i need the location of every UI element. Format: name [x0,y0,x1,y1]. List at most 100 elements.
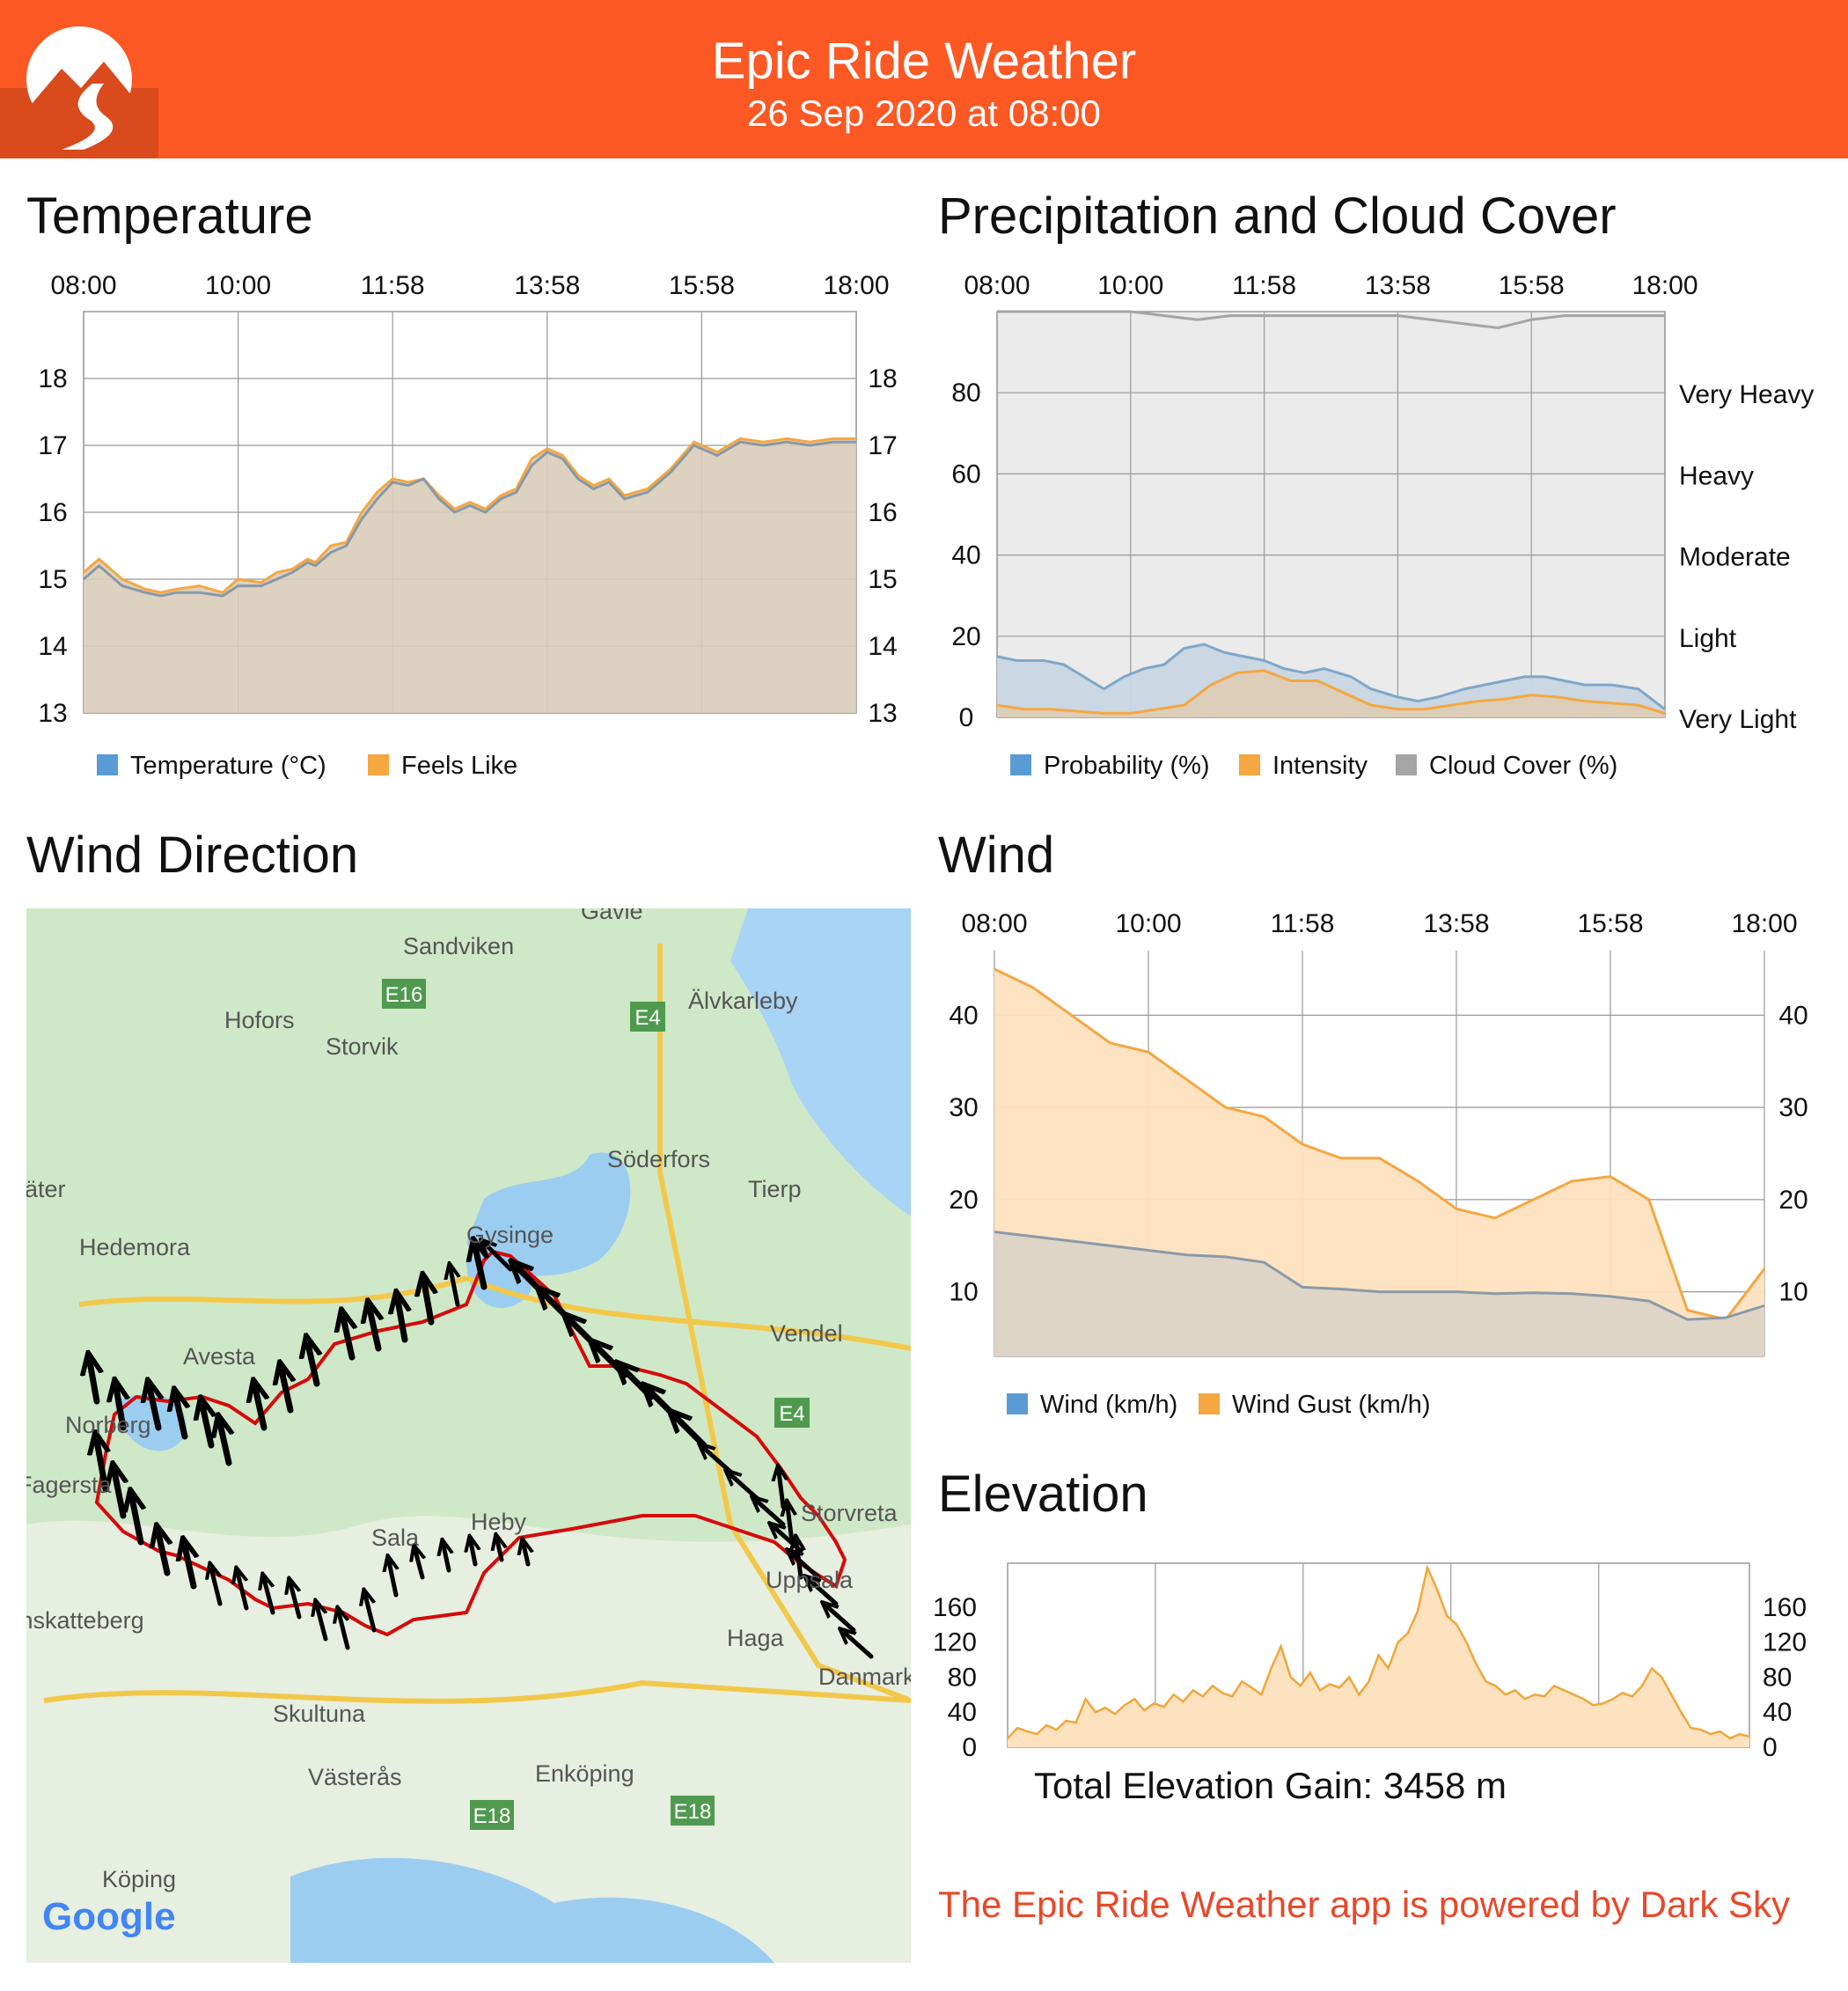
road-shield-e18-west [470,1800,514,1830]
precipitation-y-tick-4: 80 [951,378,980,408]
road-label-e18-east: E18 [674,1800,712,1824]
precipitation-intensity-label-3: Heavy [1679,461,1754,490]
temperature-title: Temperature [26,187,313,245]
probability-line [996,643,1666,710]
temperature-y-tick-right-5: 18 [868,364,897,393]
wind-arrow-40 [676,1417,708,1449]
wind-arrow-12 [389,1562,396,1598]
precipitation-y-tick-1: 20 [951,622,980,651]
road-shield-e16 [382,979,426,1009]
wind-direction-title: Wind Direction [26,827,359,884]
wind-arrow-0 [97,1442,106,1493]
wind-legend-swatch-0 [1007,1393,1028,1414]
highway-lines [43,1275,911,1704]
place-tierp: Tierp [748,1176,802,1202]
precipitation-legend-label-2: Cloud Cover (%) [1429,752,1617,780]
wind-arrow-16 [497,1541,502,1562]
temperature-y-tick-left-3: 16 [38,498,67,527]
temperature-x-tick-3: 13:58 [514,271,580,300]
sea-area [730,908,911,1216]
wind-arrow-11 [365,1596,377,1633]
feels-like-area [84,438,856,713]
road-shield-e18-east [671,1796,715,1826]
wind-y-tick-left-3: 40 [949,1001,978,1030]
temperature-y-tick-right-3: 16 [868,498,897,527]
place-labels: Gävle Sandviken Hofors Storvik Älvkarleb… [26,908,911,1892]
elevation-line [1007,1564,1750,1740]
wind-arrow-33 [486,1245,513,1272]
wind-title: Wind [938,827,1055,884]
place-storvreta: Storvreta [801,1500,898,1526]
wind-arrow-22 [202,1407,211,1449]
wind-y-tick-right-1: 20 [1778,1186,1808,1215]
google-logo: Google [42,1895,176,1938]
precipitation-x-tick-3: 13:58 [1365,271,1431,300]
wind-speed-area [994,1231,1764,1356]
elevation-title: Elevation [938,1466,1148,1523]
wind-arrow-51 [796,1542,801,1580]
place-sandviken: Sandviken [403,933,514,959]
precipitation-y-tick-3: 60 [951,459,980,489]
wind-arrow-2 [132,1499,141,1546]
wind-y-tick-right-0: 10 [1778,1278,1808,1307]
place-gavle: Gävle [581,908,643,924]
wind-arrow-18 [90,1363,97,1405]
road-shield-e4-south [774,1398,810,1428]
place-gysinge: Gysinge [466,1222,554,1248]
place-uppsala: Uppsala [766,1567,854,1593]
temperature-legend-swatch-1 [368,754,389,775]
temperature-y-tick-left-0: 13 [38,699,67,728]
wind-arrow-27 [343,1319,352,1361]
place-koping: Köping [102,1866,176,1892]
wind-y-tick-left-0: 10 [949,1278,978,1307]
temperature-y-tick-left-4: 17 [38,431,67,460]
precipitation-x-tick-0: 08:00 [964,271,1030,300]
temperature-y-tick-right-0: 13 [868,699,897,728]
elevation-chart: 0 0 40 40 80 80 120 120 160 160 [933,1562,1807,1762]
temperature-x-tick-5: 18:00 [823,271,889,300]
wind-arrow-31 [451,1270,458,1307]
wind-x-tick-4: 15:58 [1577,909,1643,938]
precipitation-legend-swatch-1 [1239,754,1260,775]
temperature-y-tick-right-2: 15 [868,565,897,594]
wind-arrow-24 [255,1389,264,1431]
wind-arrow-9 [317,1606,328,1642]
wind-x-tick-3: 13:58 [1423,909,1489,938]
precipitation-intensity-label-2: Moderate [1679,543,1791,572]
place-sater: Säter [26,1176,66,1202]
feels-like-line [83,437,856,594]
temperature-x-tick-2: 11:58 [361,271,425,300]
temperature-y-tick-left-5: 18 [38,364,67,393]
temperature-x-tick-0: 08:00 [50,271,116,300]
wind-legend-swatch-1 [1199,1393,1220,1414]
wind-y-tick-left-2: 30 [949,1093,978,1122]
place-sala: Sala [371,1524,420,1551]
precipitation-y-tick-0: 0 [959,703,974,732]
wind-arrow-48 [845,1633,874,1659]
wind-speed-line [994,1231,1765,1321]
wind-direction-map[interactable]: E16 E4 E4 E18 E18 Gävle Sandviken Hofors… [26,908,911,1963]
elevation-y-tick-left-3: 120 [933,1628,977,1657]
wind-arrow-25 [282,1371,290,1414]
intensity-area [997,670,1665,717]
wind-arrow-23 [220,1424,229,1466]
wind-arrow-4 [185,1547,194,1590]
dark-sky-credit[interactable]: The Epic Ride Weather app is powered by … [938,1884,1791,1925]
place-danmark: Danmark [818,1664,911,1690]
wind-y-tick-left-1: 20 [949,1186,978,1215]
place-norberg: Norberg [65,1412,151,1438]
wind-arrow-26 [308,1345,317,1387]
precipitation-plot-area [996,311,1666,718]
place-avesta: Avesta [183,1343,256,1370]
elevation-y-tick-right-4: 160 [1763,1593,1807,1622]
wind-arrow-7 [264,1580,275,1615]
elevation-y-tick-right-3: 120 [1763,1628,1807,1657]
wind-arrow-3 [158,1534,167,1576]
elevation-y-tick-right-1: 40 [1763,1698,1792,1727]
temperature-legend-label-1: Feels Like [401,752,517,780]
cloud-cover-line [997,310,1665,329]
total-elevation-gain: Total Elevation Gain: 3458 m [1034,1765,1507,1806]
place-fagersta: Fagersta [26,1472,113,1498]
lake-malaren [290,1857,774,1963]
road-label-e18-west: E18 [473,1804,511,1828]
